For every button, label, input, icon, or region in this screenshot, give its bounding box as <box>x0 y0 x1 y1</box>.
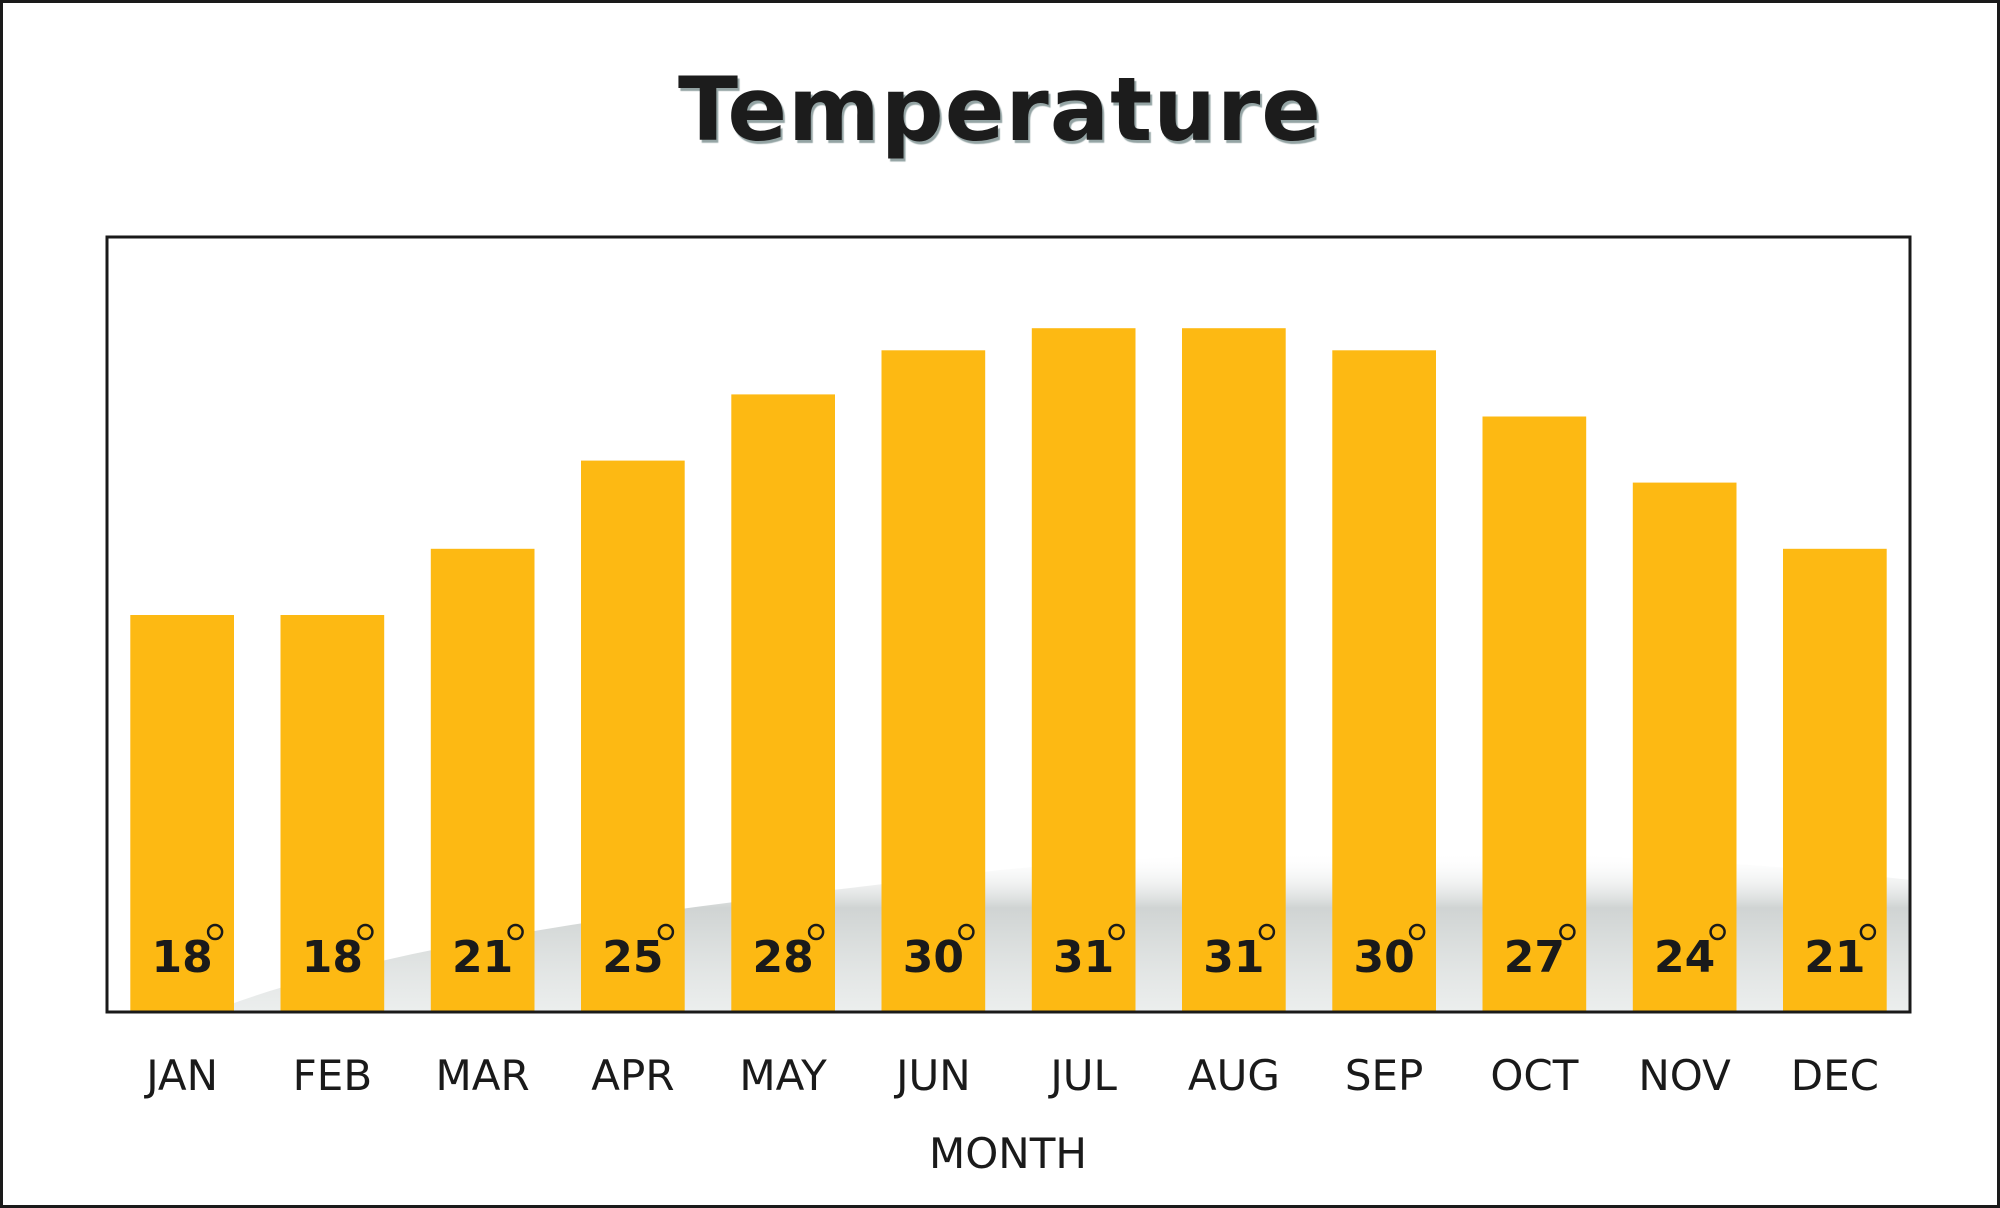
data-label-nov: 24 <box>1654 932 1715 983</box>
degree-symbol-icon <box>357 923 374 941</box>
x-tick-jul: JUL <box>1047 1051 1117 1100</box>
bar-jul <box>1031 328 1136 1012</box>
bar-sep <box>1332 350 1436 1012</box>
x-tick-apr: APR <box>591 1051 674 1100</box>
x-tick-dec: DEC <box>1791 1051 1879 1100</box>
degree-symbol-icon <box>657 923 675 941</box>
x-tick-sep: SEP <box>1345 1051 1424 1100</box>
degree-symbol-icon <box>958 923 975 941</box>
data-label-jul: 31 <box>1053 932 1114 983</box>
data-label-dec: 21 <box>1804 932 1865 983</box>
bar-oct <box>1482 416 1587 1012</box>
bar-mar <box>430 548 535 1012</box>
data-label-oct: 27 <box>1504 932 1565 983</box>
data-label-sep: 30 <box>1353 932 1414 983</box>
data-label-apr: 25 <box>602 932 663 983</box>
bar-jan <box>130 615 234 1012</box>
degree-symbol-icon <box>206 923 224 941</box>
x-tick-nov: NOV <box>1638 1051 1731 1100</box>
bar-feb <box>280 615 385 1012</box>
x-tick-jun: JUN <box>893 1051 971 1100</box>
bar-aug <box>1182 328 1286 1012</box>
degree-symbol-icon <box>1408 923 1426 941</box>
x-tick-oct: OCT <box>1490 1051 1578 1100</box>
bar-jun <box>881 350 986 1012</box>
data-label-jun: 30 <box>903 932 964 983</box>
chart-title: Temperature <box>678 58 1322 161</box>
degree-symbol-icon <box>507 923 524 941</box>
data-label-may: 28 <box>752 932 813 983</box>
degree-symbol-icon <box>1859 923 1877 941</box>
degree-symbol-icon <box>1108 923 1125 941</box>
x-tick-jan: JAN <box>143 1051 218 1100</box>
x-tick-mar: MAR <box>436 1051 530 1100</box>
degree-symbol-icon <box>1559 923 1576 941</box>
x-axis-title: MONTH <box>929 1129 1087 1178</box>
bar-may <box>731 394 835 1012</box>
bar-nov <box>1632 482 1737 1013</box>
degree-symbol-icon <box>1258 923 1276 941</box>
bar-dec <box>1783 548 1887 1012</box>
data-label-mar: 21 <box>452 932 513 983</box>
data-label-aug: 31 <box>1203 932 1264 983</box>
data-label-jan: 18 <box>151 932 212 983</box>
degree-symbol-icon <box>1709 923 1726 941</box>
x-tick-may: MAY <box>739 1051 827 1100</box>
degree-symbol-icon <box>807 923 825 941</box>
data-label-feb: 18 <box>302 932 363 983</box>
bar-apr <box>581 460 685 1013</box>
plot-border <box>105 235 1912 1014</box>
x-tick-aug: AUG <box>1188 1051 1280 1100</box>
x-tick-feb: FEB <box>293 1051 373 1100</box>
